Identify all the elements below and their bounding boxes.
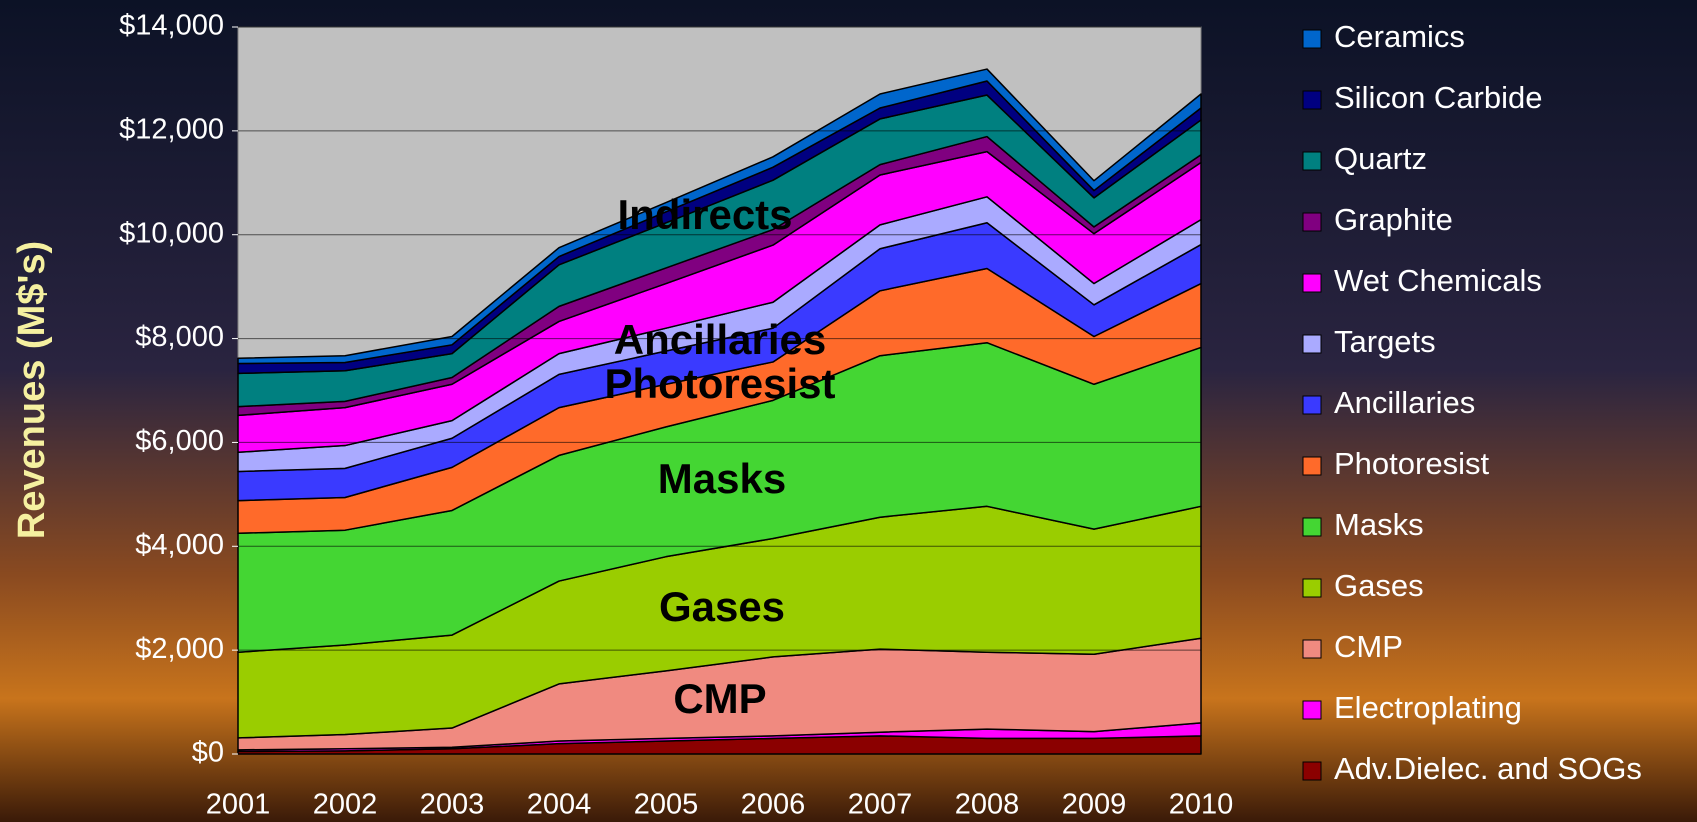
x-tick-label: 2004 xyxy=(527,789,592,821)
legend-swatch xyxy=(1302,578,1322,598)
legend-swatch xyxy=(1302,212,1322,232)
legend-label: Silicon Carbide xyxy=(1334,80,1543,115)
x-tick-label: 2002 xyxy=(313,789,378,821)
x-tick-label: 2001 xyxy=(206,789,271,821)
legend-label: Wet Chemicals xyxy=(1334,263,1542,298)
legend-label: Quartz xyxy=(1334,141,1427,176)
legend-swatch xyxy=(1302,29,1322,49)
legend-swatch xyxy=(1302,639,1322,659)
y-tick-label: $8,000 xyxy=(135,321,224,353)
y-tick-label: $12,000 xyxy=(119,114,224,146)
legend-swatch xyxy=(1302,90,1322,110)
y-axis-label: Revenues (M$'s) xyxy=(11,241,53,539)
legend-swatch xyxy=(1302,456,1322,476)
x-tick-label: 2003 xyxy=(420,789,485,821)
legend-label: Masks xyxy=(1334,507,1424,542)
x-tick-label: 2005 xyxy=(634,789,699,821)
x-tick-label: 2008 xyxy=(955,789,1020,821)
annotation: CMP xyxy=(673,675,766,722)
x-tick-label: 2010 xyxy=(1169,789,1234,821)
y-tick-label: $4,000 xyxy=(135,529,224,561)
legend-swatch xyxy=(1302,395,1322,415)
legend-label: Gases xyxy=(1334,568,1424,603)
legend-swatch xyxy=(1302,151,1322,171)
legend-swatch xyxy=(1302,517,1322,537)
legend-label: Photoresist xyxy=(1334,446,1489,481)
legend-label: Ceramics xyxy=(1334,19,1465,54)
y-tick-label: $0 xyxy=(192,737,224,769)
legend-swatch xyxy=(1302,700,1322,720)
x-tick-label: 2006 xyxy=(741,789,806,821)
x-tick-label: 2007 xyxy=(848,789,913,821)
annotation: Masks xyxy=(658,455,786,502)
legend-swatch xyxy=(1302,273,1322,293)
area xyxy=(237,68,1202,365)
annotation: Indirects xyxy=(617,191,792,238)
y-tick-label: $2,000 xyxy=(135,633,224,665)
legend-label: Graphite xyxy=(1334,202,1453,237)
y-tick-label: $10,000 xyxy=(119,217,224,249)
y-tick-label: $14,000 xyxy=(119,10,224,42)
legend-label: Targets xyxy=(1334,324,1436,359)
legend-label: Ancillaries xyxy=(1334,385,1475,420)
annotation: Photoresist xyxy=(604,360,835,407)
legend-swatch xyxy=(1302,761,1322,781)
x-tick-label: 2009 xyxy=(1062,789,1127,821)
annotation: Ancillaries xyxy=(614,316,826,363)
legend-label: CMP xyxy=(1334,629,1403,664)
legend-label: Electroplating xyxy=(1334,690,1522,725)
y-tick-label: $6,000 xyxy=(135,425,224,457)
annotation: Gases xyxy=(659,583,785,630)
legend-swatch xyxy=(1302,334,1322,354)
legend-label: Adv.Dielec. and SOGs xyxy=(1334,751,1642,786)
